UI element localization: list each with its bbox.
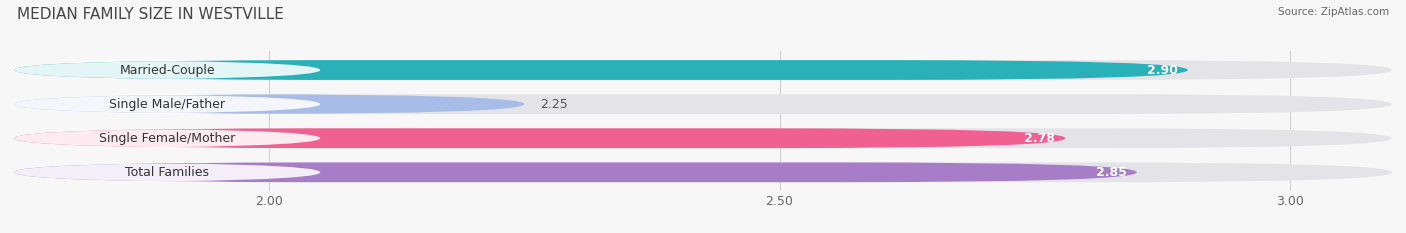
FancyBboxPatch shape: [14, 162, 321, 182]
Text: Married-Couple: Married-Couple: [120, 64, 215, 76]
FancyBboxPatch shape: [14, 94, 1392, 114]
Text: MEDIAN FAMILY SIZE IN WESTVILLE: MEDIAN FAMILY SIZE IN WESTVILLE: [17, 7, 284, 22]
Text: 2.85: 2.85: [1095, 166, 1126, 179]
Text: Single Female/Mother: Single Female/Mother: [98, 132, 235, 145]
Text: Single Male/Father: Single Male/Father: [110, 98, 225, 111]
FancyBboxPatch shape: [14, 94, 524, 114]
Text: 2.78: 2.78: [1024, 132, 1054, 145]
FancyBboxPatch shape: [14, 128, 321, 148]
FancyBboxPatch shape: [14, 128, 1066, 148]
Text: Total Families: Total Families: [125, 166, 209, 179]
FancyBboxPatch shape: [14, 60, 321, 80]
Text: 2.90: 2.90: [1147, 64, 1178, 76]
FancyBboxPatch shape: [14, 60, 1188, 80]
FancyBboxPatch shape: [14, 128, 1392, 148]
FancyBboxPatch shape: [14, 162, 1137, 182]
FancyBboxPatch shape: [14, 162, 1392, 182]
Text: 2.25: 2.25: [540, 98, 568, 111]
FancyBboxPatch shape: [14, 94, 321, 114]
FancyBboxPatch shape: [14, 60, 1392, 80]
Text: Source: ZipAtlas.com: Source: ZipAtlas.com: [1278, 7, 1389, 17]
